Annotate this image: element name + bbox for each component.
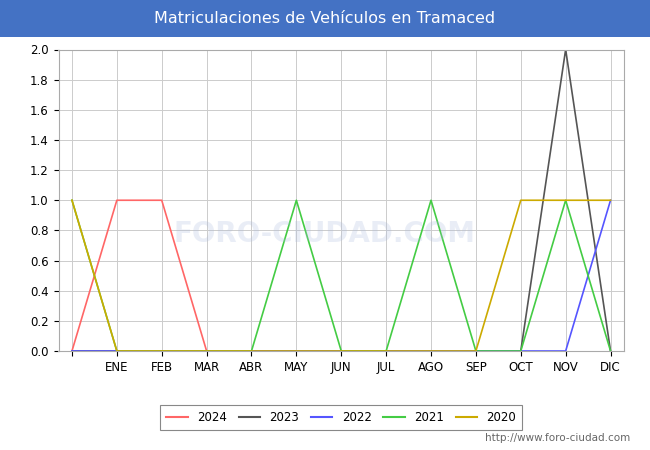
Legend: 2024, 2023, 2022, 2021, 2020: 2024, 2023, 2022, 2021, 2020 (161, 405, 522, 430)
Text: Matriculaciones de Vehículos en Tramaced: Matriculaciones de Vehículos en Tramaced (155, 11, 495, 26)
Text: FORO-CIUDAD.COM: FORO-CIUDAD.COM (174, 220, 476, 248)
Text: http://www.foro-ciudad.com: http://www.foro-ciudad.com (486, 433, 630, 443)
